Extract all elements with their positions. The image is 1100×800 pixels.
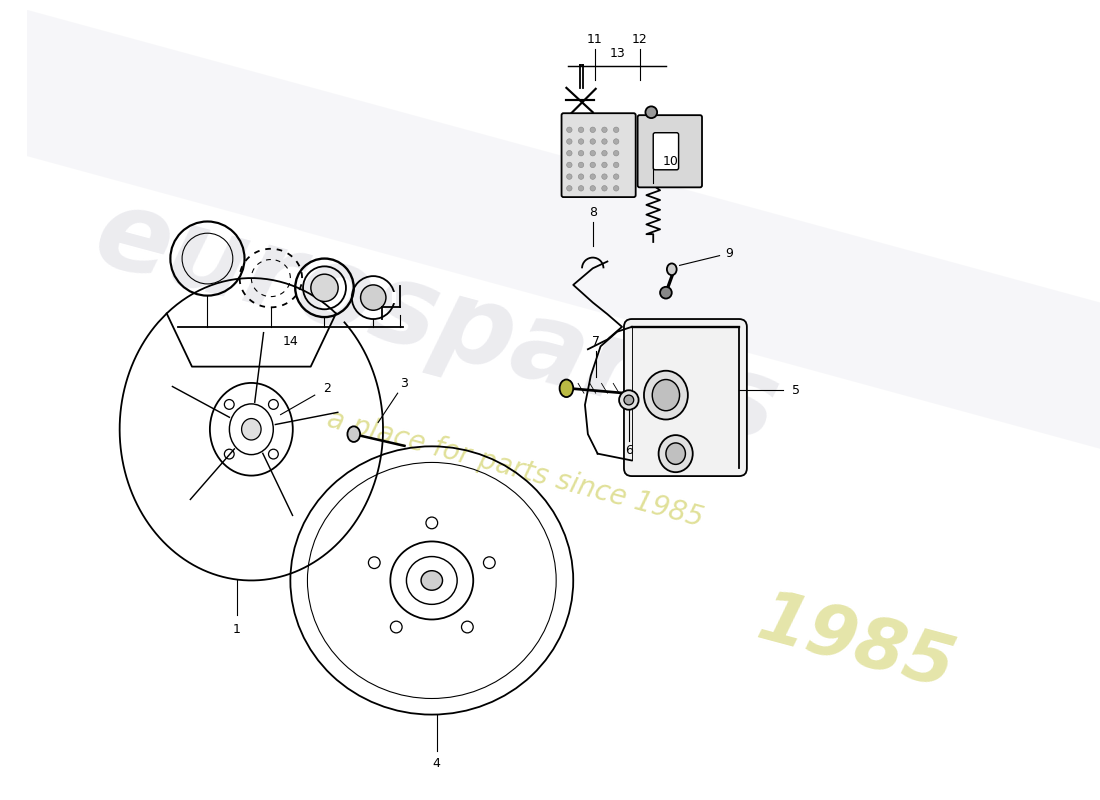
Text: 13: 13 [609, 47, 625, 60]
Ellipse shape [644, 370, 688, 419]
Circle shape [566, 127, 572, 133]
Circle shape [602, 162, 607, 168]
Circle shape [614, 150, 619, 156]
Ellipse shape [421, 570, 442, 590]
Text: 6: 6 [625, 444, 632, 458]
Circle shape [602, 127, 607, 133]
Text: 1: 1 [233, 622, 241, 636]
Circle shape [614, 174, 619, 179]
Ellipse shape [242, 418, 261, 440]
Text: 1985: 1985 [750, 585, 962, 703]
Circle shape [579, 150, 584, 156]
Circle shape [660, 287, 672, 298]
FancyBboxPatch shape [624, 319, 747, 476]
Text: 11: 11 [586, 33, 603, 46]
Circle shape [590, 150, 595, 156]
Ellipse shape [666, 443, 685, 464]
Text: eurospares: eurospares [84, 179, 790, 465]
Circle shape [311, 274, 338, 302]
Text: 12: 12 [631, 33, 648, 46]
Polygon shape [28, 10, 1100, 449]
Circle shape [619, 390, 639, 410]
Circle shape [646, 106, 657, 118]
Circle shape [602, 150, 607, 156]
Circle shape [602, 174, 607, 179]
Text: a place for parts since 1985: a place for parts since 1985 [323, 405, 706, 532]
Circle shape [602, 186, 607, 191]
Circle shape [579, 174, 584, 179]
Circle shape [590, 127, 595, 133]
Circle shape [590, 186, 595, 191]
Circle shape [579, 162, 584, 168]
Text: 3: 3 [400, 377, 408, 390]
Ellipse shape [348, 426, 360, 442]
FancyBboxPatch shape [561, 114, 636, 197]
Text: 8: 8 [588, 206, 597, 219]
Ellipse shape [667, 263, 676, 275]
Text: 7: 7 [592, 335, 600, 348]
Ellipse shape [652, 379, 680, 410]
Circle shape [614, 138, 619, 144]
Circle shape [361, 285, 386, 310]
Circle shape [624, 395, 634, 405]
Text: 2: 2 [323, 382, 331, 394]
Circle shape [566, 138, 572, 144]
Circle shape [614, 127, 619, 133]
Text: 10: 10 [663, 155, 679, 169]
Circle shape [579, 138, 584, 144]
Circle shape [579, 186, 584, 191]
Circle shape [602, 138, 607, 144]
Circle shape [566, 174, 572, 179]
Circle shape [590, 174, 595, 179]
Circle shape [590, 162, 595, 168]
Ellipse shape [659, 435, 693, 472]
Text: 14: 14 [283, 335, 298, 348]
Circle shape [614, 186, 619, 191]
FancyBboxPatch shape [653, 133, 679, 170]
Text: 5: 5 [792, 384, 800, 397]
Ellipse shape [560, 379, 573, 397]
FancyBboxPatch shape [638, 115, 702, 187]
Circle shape [579, 127, 584, 133]
Circle shape [566, 150, 572, 156]
Circle shape [566, 162, 572, 168]
Circle shape [614, 162, 619, 168]
Text: 4: 4 [432, 758, 441, 770]
Circle shape [590, 138, 595, 144]
Circle shape [566, 186, 572, 191]
Text: 9: 9 [725, 247, 734, 260]
